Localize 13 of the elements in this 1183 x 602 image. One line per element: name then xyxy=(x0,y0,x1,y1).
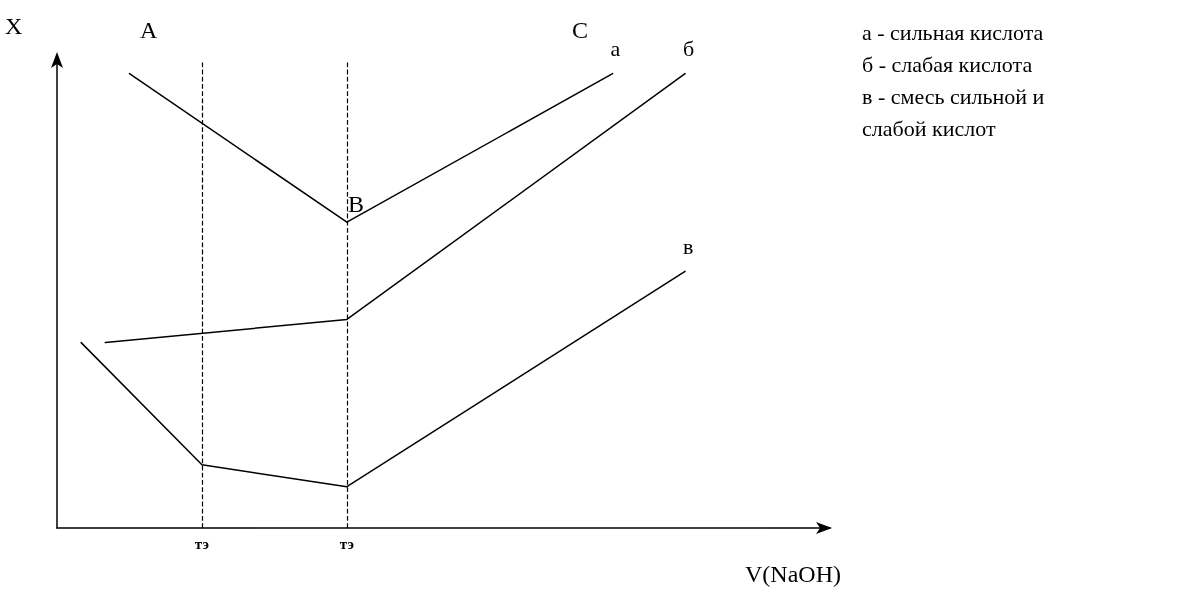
text: C xyxy=(572,17,589,43)
text: тэ xyxy=(339,535,354,552)
x-axis-title: V(NaOH) xyxy=(745,561,841,587)
text: тэ xyxy=(194,535,210,552)
y-axis-title: X xyxy=(5,13,23,39)
text: а - сильная кислота xyxy=(862,19,1044,45)
text: в - смесь сильной и слабой кислот xyxy=(862,83,1045,141)
annotation: B xyxy=(348,191,365,217)
series-label: в xyxy=(683,233,694,259)
series-label: б xyxy=(683,36,695,62)
text: A xyxy=(140,17,158,43)
text: б - слабая кислота xyxy=(862,51,1033,77)
series-label: а xyxy=(610,36,621,62)
